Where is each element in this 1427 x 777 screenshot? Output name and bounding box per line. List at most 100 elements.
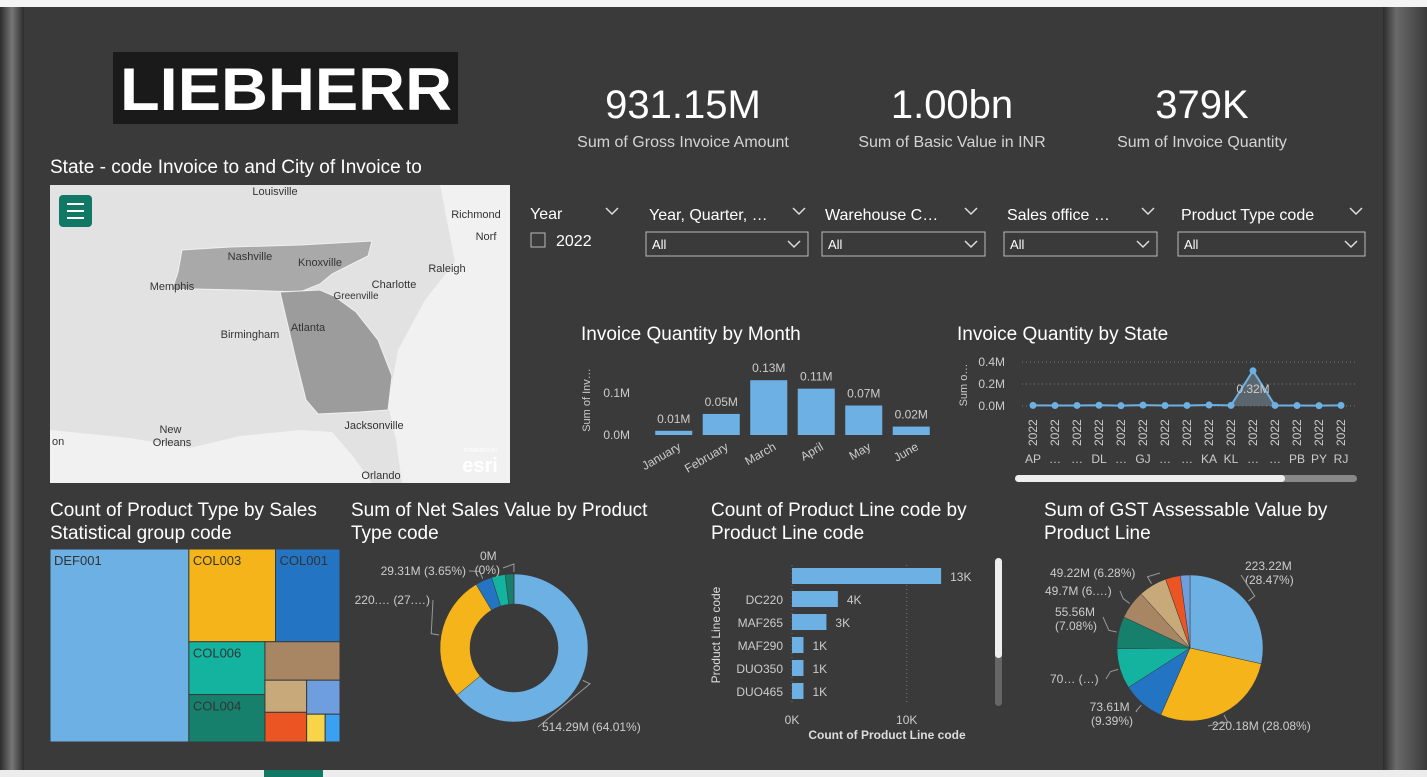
kpi-label: Sum of Invoice Quantity	[1117, 134, 1287, 151]
leader-line	[1119, 590, 1130, 604]
top-bar	[0, 0, 1427, 7]
bar	[792, 568, 942, 584]
y-tick-label: 0.2M	[978, 377, 1005, 391]
slicer-dropdown[interactable]	[645, 231, 809, 257]
data-label: 1K	[812, 685, 827, 699]
slicer-title: Product Type code	[1181, 207, 1314, 224]
x-tick-year: 2022	[1092, 419, 1106, 446]
data-label: 73.61M (9.39%)	[1090, 700, 1133, 728]
x-tick-label: May	[847, 439, 874, 462]
map-place: Jacksonville	[344, 420, 403, 432]
leader-line	[537, 679, 591, 728]
text-line: 0M	[480, 549, 500, 563]
point	[1073, 401, 1081, 409]
treemap-cell	[49, 548, 190, 743]
data-label: 220.18M (28.08%)	[1212, 719, 1311, 733]
treemap-cell	[306, 679, 341, 715]
text-line: 55.56M	[1055, 605, 1098, 619]
point	[1293, 402, 1301, 410]
point	[1029, 401, 1037, 409]
scrollbar-thumb[interactable]	[995, 558, 1002, 658]
chart-title: Invoice Quantity by State	[957, 324, 1169, 345]
data-label: 0.02M	[895, 408, 928, 422]
chart-title: Count of Product Type by Sales Statistic…	[50, 500, 317, 544]
menu-icon	[67, 203, 84, 219]
x-tick-label: April	[798, 439, 826, 463]
data-label: 49.7M (6.…)	[1045, 584, 1112, 598]
x-tick-label: …	[1159, 452, 1171, 466]
y-axis-label: Product Line code	[709, 586, 723, 683]
slice	[1160, 647, 1262, 722]
x-tick-label: …	[1247, 452, 1259, 466]
map	[50, 185, 510, 483]
data-label: 223.22M (28.47%)	[1245, 559, 1295, 587]
bar	[750, 380, 788, 435]
bar	[792, 683, 804, 699]
chevron	[1349, 207, 1363, 216]
x-tick-label: February	[682, 439, 731, 475]
map-title: State - code Invoice to and City of Invo…	[50, 157, 422, 178]
point	[1315, 402, 1323, 410]
page-tab[interactable]	[264, 770, 323, 777]
chart-title: Count of Product Line code by Product Li…	[711, 500, 967, 544]
x-tick-year: 2022	[1048, 419, 1062, 446]
map-region	[279, 289, 393, 415]
scrollbar-thumb[interactable]	[1015, 475, 1285, 482]
right-edge	[1383, 7, 1427, 770]
slicer-title: Warehouse C…	[825, 207, 938, 224]
leader-line	[1207, 714, 1229, 727]
treemap-cell	[188, 548, 277, 643]
chevron	[792, 207, 806, 216]
x-tick-label: March	[742, 439, 778, 468]
slicer-value: All	[828, 237, 843, 252]
bar	[655, 430, 693, 435]
map-place: Norf	[476, 231, 498, 243]
kpi-value: 931.15M	[605, 83, 761, 127]
x-tick-year: 2022	[1290, 419, 1304, 446]
bar	[797, 388, 835, 435]
data-label: 55.56M (7.08%)	[1055, 605, 1098, 633]
slice	[439, 584, 492, 696]
slicer-dropdown[interactable]	[821, 231, 986, 257]
data-label: 1K	[812, 662, 827, 676]
slicer-dropdown[interactable]	[1177, 231, 1366, 257]
bar	[892, 426, 930, 435]
chart-title: Sum of GST Assessable Value by Product L…	[1044, 500, 1328, 544]
slicer-dropdown[interactable]	[1003, 231, 1158, 257]
bar	[792, 637, 804, 653]
x-tick-year: 2022	[1246, 419, 1260, 446]
y-tick-label: MAF290	[738, 639, 784, 653]
x-tick-year: 2022	[1202, 419, 1216, 446]
slicer-title: Sales office …	[1007, 207, 1110, 224]
point	[1139, 401, 1147, 409]
data-label: 0.32M	[1236, 382, 1269, 396]
map-gulf	[50, 430, 372, 483]
slicer-checkbox[interactable]	[530, 232, 546, 248]
point	[1205, 401, 1213, 409]
bottom-bar	[0, 770, 1427, 777]
slicer-value: All	[1184, 237, 1199, 252]
point	[1183, 401, 1191, 409]
data-label: 0.01M	[657, 412, 690, 426]
bar	[792, 614, 827, 630]
x-tick-year: 2022	[1224, 419, 1238, 446]
chevron	[1136, 240, 1150, 249]
point	[1161, 402, 1169, 410]
kpi-label: Sum of Gross Invoice Amount	[577, 134, 789, 151]
cell-label: COL003	[193, 553, 241, 568]
treemap-cell	[306, 713, 326, 743]
y-tick-label: 0.0M	[603, 428, 630, 442]
x-tick-year: 2022	[1158, 419, 1172, 446]
x-tick-label: KL	[1224, 452, 1239, 466]
slice	[1180, 574, 1191, 649]
map-credit-small: POWERED BY	[464, 448, 499, 454]
chevron	[605, 207, 619, 216]
chart-title: Sum of Net Sales Value by Product Type c…	[351, 500, 648, 544]
cell-label: COL006	[193, 646, 241, 661]
slicer-title: Year	[530, 206, 563, 223]
chart-title: Invoice Quantity by Month	[581, 324, 801, 345]
x-tick-year: 2022	[1026, 419, 1040, 446]
treemap-cell	[264, 641, 341, 681]
chevron	[787, 240, 801, 249]
